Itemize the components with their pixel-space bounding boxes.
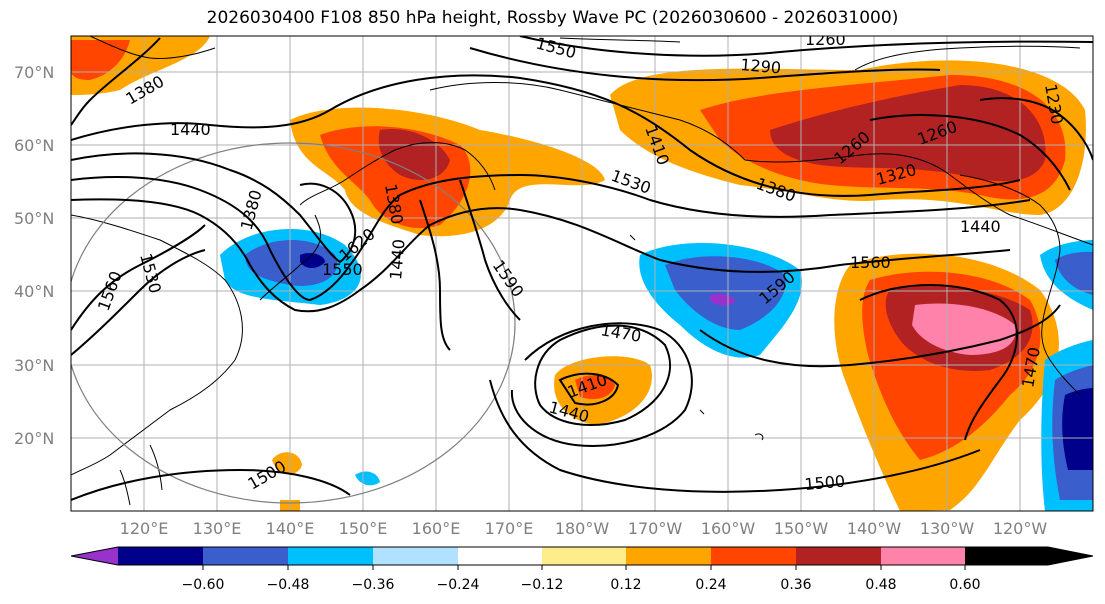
colorbar-tick-label: −0.48 xyxy=(267,577,310,593)
contour-label: 1440 xyxy=(960,217,1001,236)
colorbar-tick-label: −0.24 xyxy=(437,577,480,593)
colorbar-tick-label: 0.12 xyxy=(610,577,641,593)
lon-label: 140°W xyxy=(847,519,902,538)
lat-label: 20°N xyxy=(14,429,54,448)
colorbar-tick-label: −0.12 xyxy=(521,577,564,593)
lat-label: 60°N xyxy=(14,136,54,155)
longitude-labels: 120°E 130°E 140°E 150°E 160°E 170°E 180°… xyxy=(120,519,1048,538)
lon-label: 120°W xyxy=(993,519,1048,538)
colorbar-tick-labels: −0.60 −0.48 −0.36 −0.24 −0.12 0.12 0.24 … xyxy=(182,577,981,593)
colorbar: −0.60 −0.48 −0.36 −0.24 −0.12 0.12 0.24 … xyxy=(70,546,1094,593)
lon-label: 170°W xyxy=(628,519,683,538)
colorbar-bin xyxy=(458,547,542,565)
lat-label: 50°N xyxy=(14,209,54,228)
colorbar-bin xyxy=(711,547,796,565)
lon-label: 160°W xyxy=(701,519,756,538)
lon-label: 140°E xyxy=(266,519,315,538)
colorbar-bin xyxy=(288,547,373,565)
colorbar-bin xyxy=(118,547,203,565)
height-contours xyxy=(71,36,1093,501)
contour-label: 1440 xyxy=(386,238,408,280)
lat-label: 70°N xyxy=(14,63,54,82)
colorbar-tick-label: 0.48 xyxy=(865,577,896,593)
colorbar-bin xyxy=(373,547,458,565)
latitude-labels: 20°N 30°N 40°N 50°N 60°N 70°N xyxy=(14,63,54,448)
lon-label: 130°W xyxy=(920,519,975,538)
contour-label: 1260 xyxy=(805,30,846,49)
lon-label: 120°E xyxy=(120,519,169,538)
domain-circle xyxy=(71,142,516,504)
colorbar-bin xyxy=(796,547,881,565)
colorbar-bin xyxy=(626,547,711,565)
lon-label: 150°E xyxy=(339,519,388,538)
colorbar-bin xyxy=(203,547,288,565)
colorbar-tick-label: 0.24 xyxy=(695,577,726,593)
colorbar-extend-high xyxy=(965,547,1093,565)
contour-label: 1500 xyxy=(804,472,846,494)
lon-label: 180°W xyxy=(555,519,610,538)
contour-label: 1290 xyxy=(740,55,782,77)
lon-label: 130°E xyxy=(193,519,242,538)
coastlines xyxy=(71,36,1093,506)
contour-label: 1440 xyxy=(170,120,211,139)
colorbar-tick-label: 0.60 xyxy=(949,577,980,593)
colorbar-tick-label: 0.36 xyxy=(780,577,811,593)
colorbar-ticks xyxy=(202,565,966,570)
colorbar-tick-label: −0.60 xyxy=(182,577,225,593)
colorbar-extend-low xyxy=(71,547,118,565)
map-frame xyxy=(70,35,1094,512)
lon-label: 150°W xyxy=(774,519,829,538)
colorbar-bin xyxy=(881,547,965,565)
colorbar-bin xyxy=(542,547,626,565)
colorbar-tick-label: −0.36 xyxy=(352,577,395,593)
lon-label: 160°E xyxy=(412,519,461,538)
contour-label: 1550 xyxy=(322,260,363,279)
lat-label: 30°N xyxy=(14,356,54,375)
colorbar-outline xyxy=(70,546,1094,566)
map-title: 2026030400 F108 850 hPa height, Rossby W… xyxy=(206,8,899,28)
lat-label: 40°N xyxy=(14,282,54,301)
map-area: 1550 1260 1290 1380 1440 1410 1260 1260 … xyxy=(71,30,1093,511)
contour-label: 1560 xyxy=(850,253,891,272)
lon-label: 170°E xyxy=(485,519,534,538)
